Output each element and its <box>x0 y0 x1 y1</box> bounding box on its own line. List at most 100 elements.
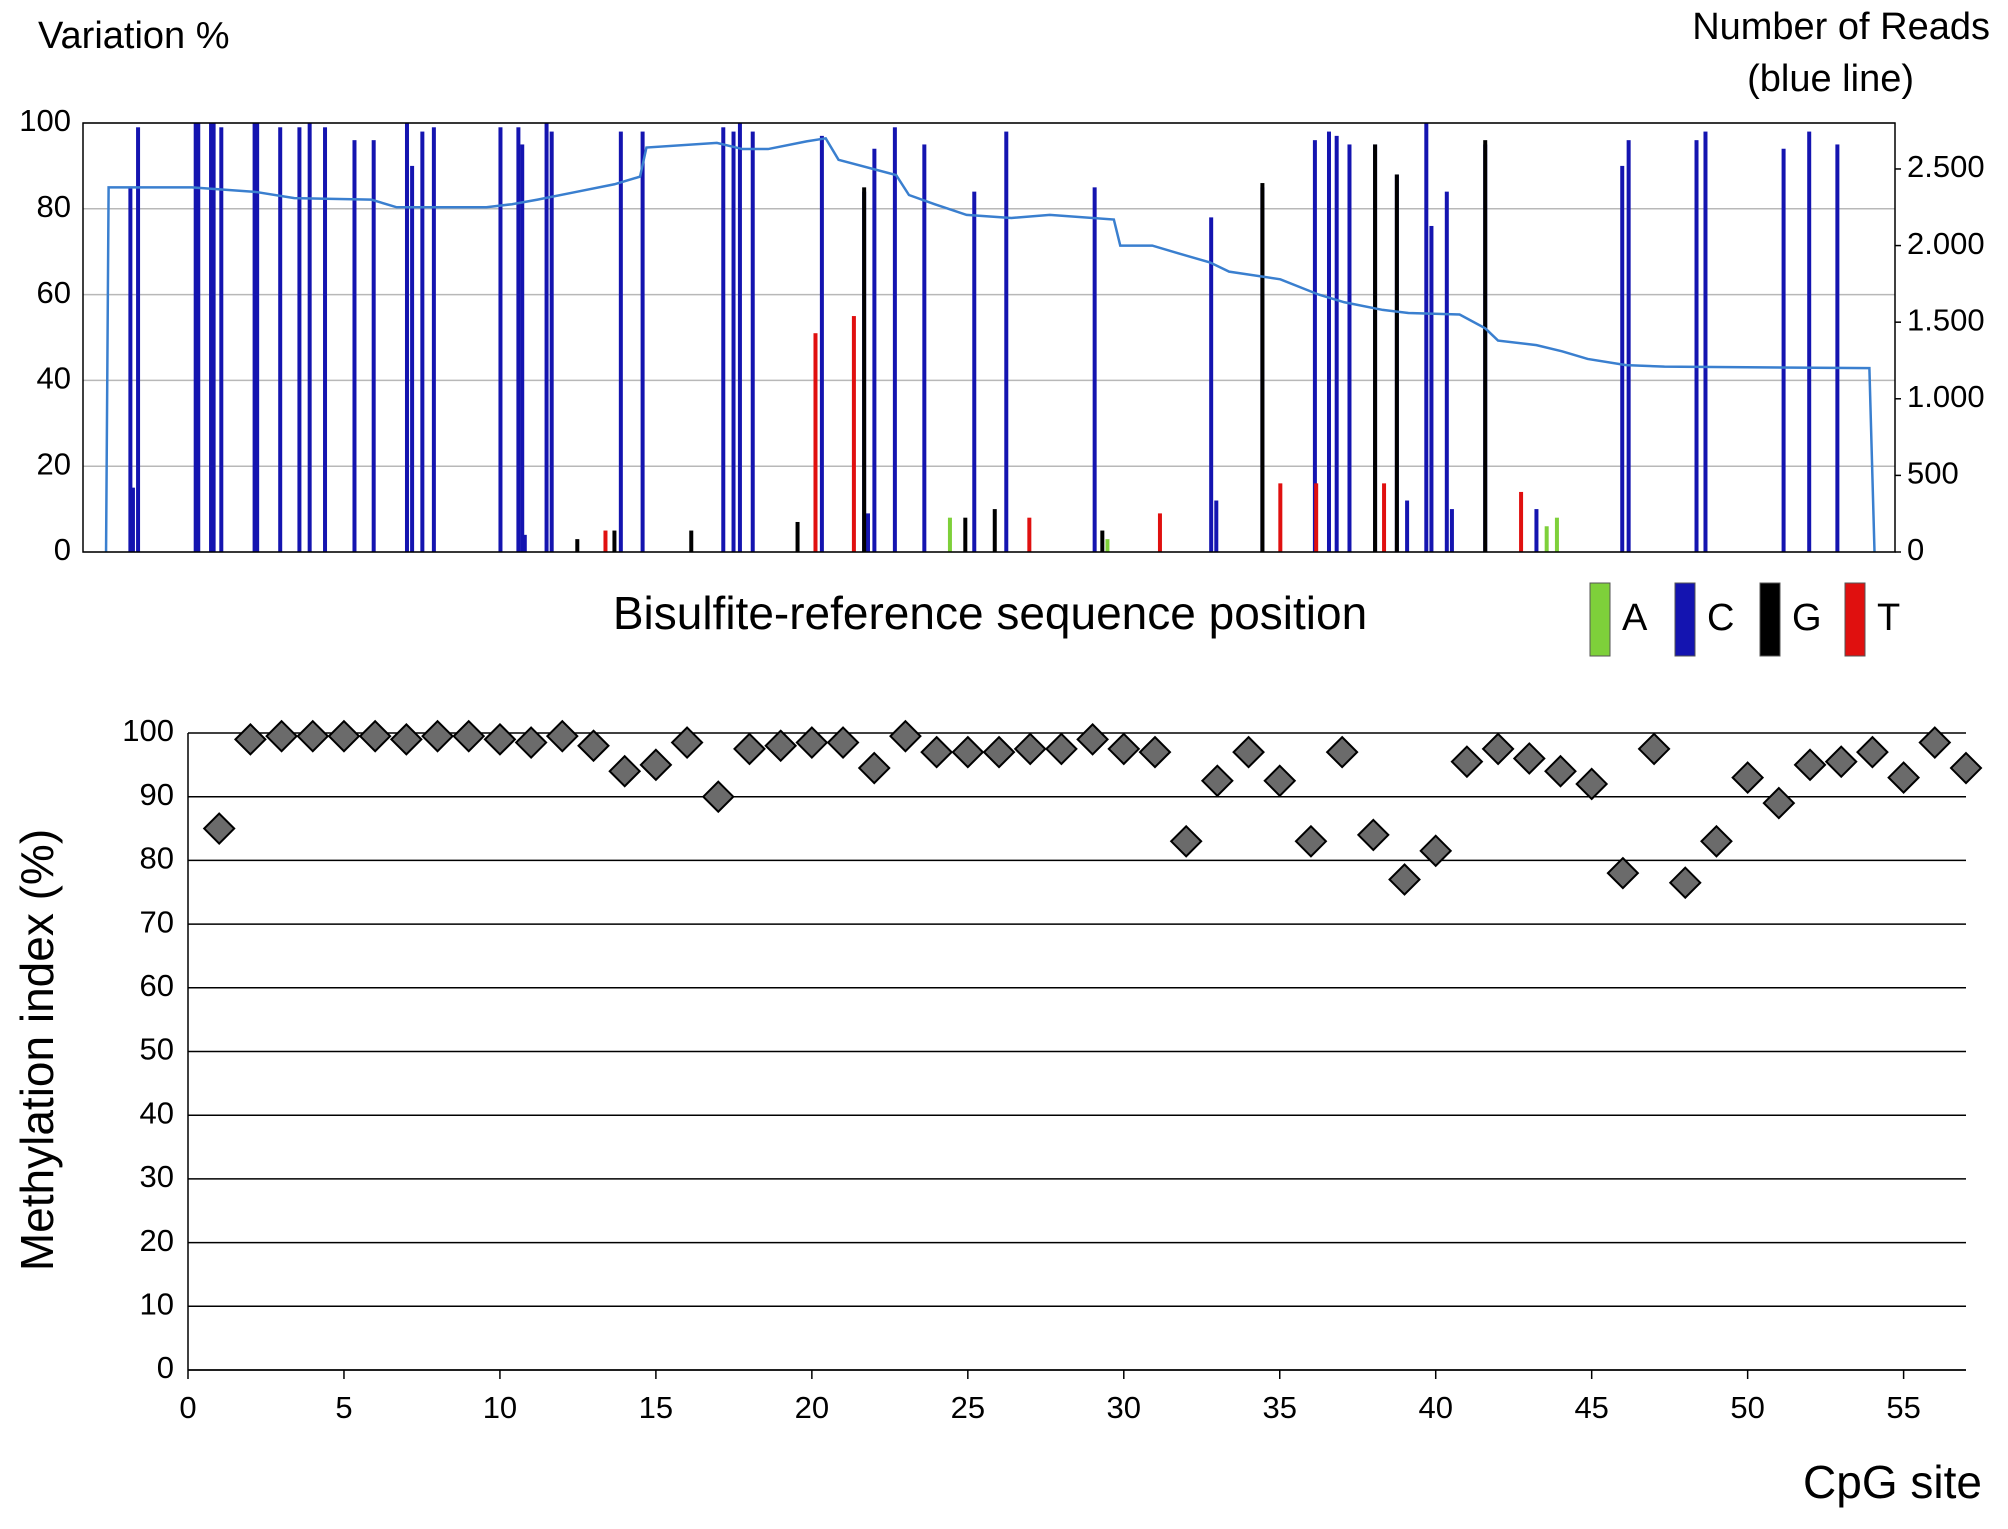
bar <box>851 316 856 552</box>
point <box>1294 824 1328 858</box>
x-tick-label: 25 <box>951 1390 985 1425</box>
bar <box>1373 144 1378 552</box>
point <box>795 726 829 759</box>
point <box>733 732 766 766</box>
y2-tick-label: 2.500 <box>1907 149 1985 184</box>
y2-tick-label: 1.000 <box>1907 379 1985 414</box>
bar <box>947 517 952 552</box>
bar <box>992 509 997 552</box>
bar <box>1429 225 1434 552</box>
bar <box>1449 509 1454 552</box>
bar <box>1483 140 1488 552</box>
legend-swatch <box>1759 582 1781 657</box>
point <box>1668 866 1702 900</box>
bar <box>862 187 867 552</box>
x-axis-label: Bisulfite-reference sequence position <box>613 587 1367 639</box>
bar <box>1626 140 1631 552</box>
point <box>1325 735 1359 769</box>
legend-label: A <box>1622 597 1648 639</box>
bar <box>410 165 415 552</box>
point <box>577 729 610 763</box>
point <box>514 726 548 759</box>
bar <box>813 333 818 552</box>
bar <box>1214 500 1219 552</box>
bar <box>520 144 525 552</box>
bar <box>516 127 521 552</box>
bar <box>1703 131 1708 552</box>
y2-tick-label: 500 <box>1907 456 1959 491</box>
point <box>1575 767 1609 801</box>
y-tick-label: 60 <box>37 275 71 310</box>
point <box>265 719 298 753</box>
point <box>1356 818 1390 852</box>
point <box>857 751 891 785</box>
bar <box>1004 131 1009 552</box>
bar <box>1334 135 1339 552</box>
x-tick-label: 20 <box>795 1390 829 1425</box>
point <box>1419 834 1453 868</box>
x-tick-label: 55 <box>1886 1390 1920 1425</box>
bar <box>1807 131 1812 552</box>
point <box>1731 761 1765 795</box>
point <box>1887 761 1921 795</box>
x-tick-label: 5 <box>335 1390 352 1425</box>
x-tick-label: 0 <box>179 1390 196 1425</box>
point <box>296 719 330 753</box>
plot-frame <box>82 122 1896 553</box>
bar <box>209 123 214 552</box>
bar <box>872 148 877 553</box>
point <box>452 719 486 753</box>
bar <box>404 123 409 552</box>
y2-tick-label: 0 <box>1907 532 1924 567</box>
bar <box>1544 526 1549 552</box>
bar <box>1444 191 1449 552</box>
point <box>1856 735 1889 769</box>
x-tick-label: 45 <box>1574 1390 1608 1425</box>
bar <box>603 530 608 552</box>
point <box>1232 735 1265 769</box>
bar <box>1382 483 1387 552</box>
point <box>764 729 798 763</box>
point <box>389 722 423 756</box>
bar <box>1620 165 1625 552</box>
bar <box>498 127 503 552</box>
bar <box>1092 187 1097 552</box>
y2-tick-label: 2.000 <box>1907 226 1985 261</box>
bar <box>128 187 133 552</box>
bar <box>196 123 201 552</box>
x-tick-label: 15 <box>639 1390 673 1425</box>
bar <box>1347 144 1352 552</box>
bar <box>219 127 224 552</box>
point <box>920 735 954 769</box>
point <box>358 719 392 753</box>
legend-label: G <box>1792 597 1822 639</box>
x-tick-label: 40 <box>1418 1390 1452 1425</box>
point <box>1700 824 1733 858</box>
bar <box>737 123 742 552</box>
bar <box>1209 217 1214 552</box>
point <box>1263 764 1297 798</box>
bar <box>544 123 549 552</box>
y-tick-label: 10 <box>140 1286 174 1321</box>
y-tick-label: 60 <box>140 968 174 1003</box>
point <box>701 780 735 814</box>
y-tick-label: 0 <box>157 1350 174 1385</box>
bar <box>255 123 260 552</box>
point <box>639 748 673 782</box>
point <box>982 735 1016 769</box>
bar <box>750 131 755 552</box>
bar <box>252 123 257 552</box>
legend-swatch <box>1674 582 1696 657</box>
y-tick-label: 70 <box>140 904 174 939</box>
point <box>1544 754 1577 788</box>
bar <box>1027 517 1032 552</box>
bar <box>640 131 645 552</box>
point <box>1200 764 1234 798</box>
point <box>1013 732 1047 766</box>
bar <box>431 127 436 552</box>
bar <box>795 521 800 552</box>
point <box>1606 856 1640 890</box>
point <box>670 726 704 759</box>
point <box>608 754 642 788</box>
